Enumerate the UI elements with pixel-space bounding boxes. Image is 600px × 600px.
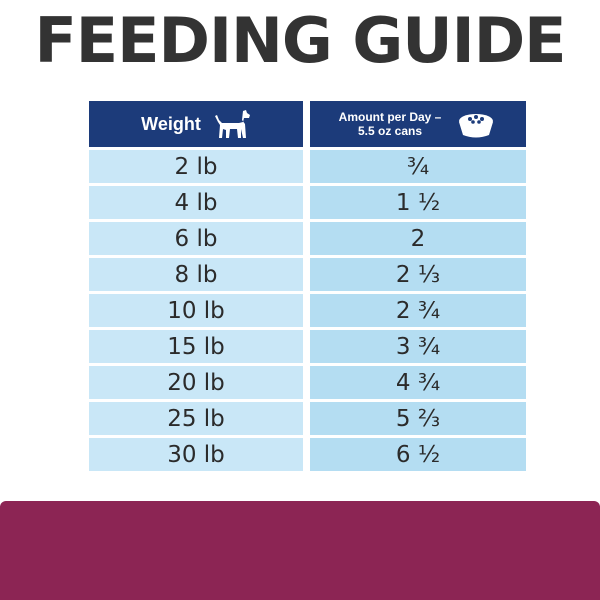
header-amount-label: Amount per Day – 5.5 oz cans [339, 110, 442, 138]
table-row: 8 lb 2 ⅓ [89, 258, 526, 291]
amount-cell: 2 ¾ [310, 294, 526, 327]
table-header-row: Weight Amount per Day – 5.5 oz cans [89, 101, 526, 147]
weight-cell: 8 lb [89, 258, 303, 291]
weight-cell: 10 lb [89, 294, 303, 327]
table-row: 15 lb 3 ¾ [89, 330, 526, 363]
header-amount-cell: Amount per Day – 5.5 oz cans [310, 101, 526, 147]
table-row: 10 lb 2 ¾ [89, 294, 526, 327]
page-title: FEEDING GUIDE [34, 4, 566, 77]
amount-cell: 5 ⅔ [310, 402, 526, 435]
weight-cell: 25 lb [89, 402, 303, 435]
amount-cell: 2 ⅓ [310, 258, 526, 291]
header-weight-cell: Weight [89, 101, 303, 147]
table-row: 20 lb 4 ¾ [89, 366, 526, 399]
header-amount-line2: 5.5 oz cans [357, 124, 423, 138]
amount-cell: ¾ [310, 150, 526, 183]
amount-cell: 4 ¾ [310, 366, 526, 399]
bottom-color-band [0, 501, 600, 600]
feeding-table: Weight Amount per Day – 5.5 oz cans 2 lb [89, 101, 526, 474]
weight-cell: 30 lb [89, 438, 303, 471]
amount-cell: 6 ½ [310, 438, 526, 471]
weight-cell: 2 lb [89, 150, 303, 183]
dog-icon [214, 110, 250, 138]
header-amount-line1: Amount per Day – [338, 110, 442, 124]
table-row: 2 lb ¾ [89, 150, 526, 183]
table-row: 6 lb 2 [89, 222, 526, 255]
amount-cell: 1 ½ [310, 186, 526, 219]
header-weight-label: Weight [141, 113, 201, 134]
weight-cell: 4 lb [89, 186, 303, 219]
table-row: 25 lb 5 ⅔ [89, 402, 526, 435]
weight-cell: 20 lb [89, 366, 303, 399]
amount-cell: 3 ¾ [310, 330, 526, 363]
weight-cell: 6 lb [89, 222, 303, 255]
table-row: 30 lb 6 ½ [89, 438, 526, 471]
amount-cell: 2 [310, 222, 526, 255]
weight-cell: 15 lb [89, 330, 303, 363]
food-bowl-icon [459, 114, 494, 138]
table-row: 4 lb 1 ½ [89, 186, 526, 219]
